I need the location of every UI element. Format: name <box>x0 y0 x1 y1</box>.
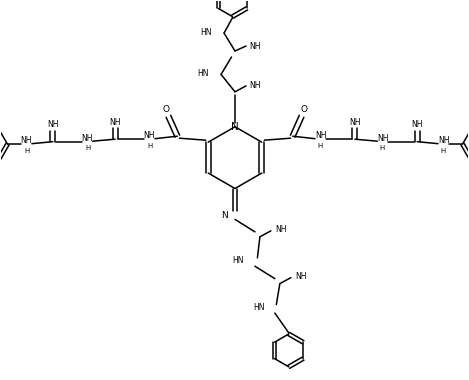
Text: H: H <box>380 145 385 151</box>
Text: HN: HN <box>253 302 265 312</box>
Text: H: H <box>318 142 323 149</box>
Text: H: H <box>147 142 152 149</box>
Text: NH: NH <box>47 120 59 129</box>
Text: NH: NH <box>315 131 326 140</box>
Text: NH: NH <box>349 118 361 127</box>
Text: H: H <box>85 145 91 151</box>
Text: NH: NH <box>109 118 121 127</box>
Text: NH: NH <box>82 134 93 143</box>
Text: O: O <box>162 105 169 114</box>
Text: NH: NH <box>438 136 449 145</box>
Text: NH: NH <box>249 41 260 51</box>
Text: NH: NH <box>249 81 260 90</box>
Text: HN: HN <box>233 256 244 265</box>
Text: NH: NH <box>411 120 423 129</box>
Text: NH: NH <box>377 134 388 143</box>
Text: H: H <box>24 148 30 154</box>
Text: NH: NH <box>295 272 306 281</box>
Text: NH: NH <box>21 136 32 145</box>
Text: N: N <box>231 122 239 132</box>
Text: HN: HN <box>200 28 212 36</box>
Text: O: O <box>301 105 308 114</box>
Text: N: N <box>221 211 228 220</box>
Text: H: H <box>440 148 446 154</box>
Text: HN: HN <box>197 69 209 78</box>
Text: NH: NH <box>144 131 155 140</box>
Text: NH: NH <box>275 225 287 234</box>
